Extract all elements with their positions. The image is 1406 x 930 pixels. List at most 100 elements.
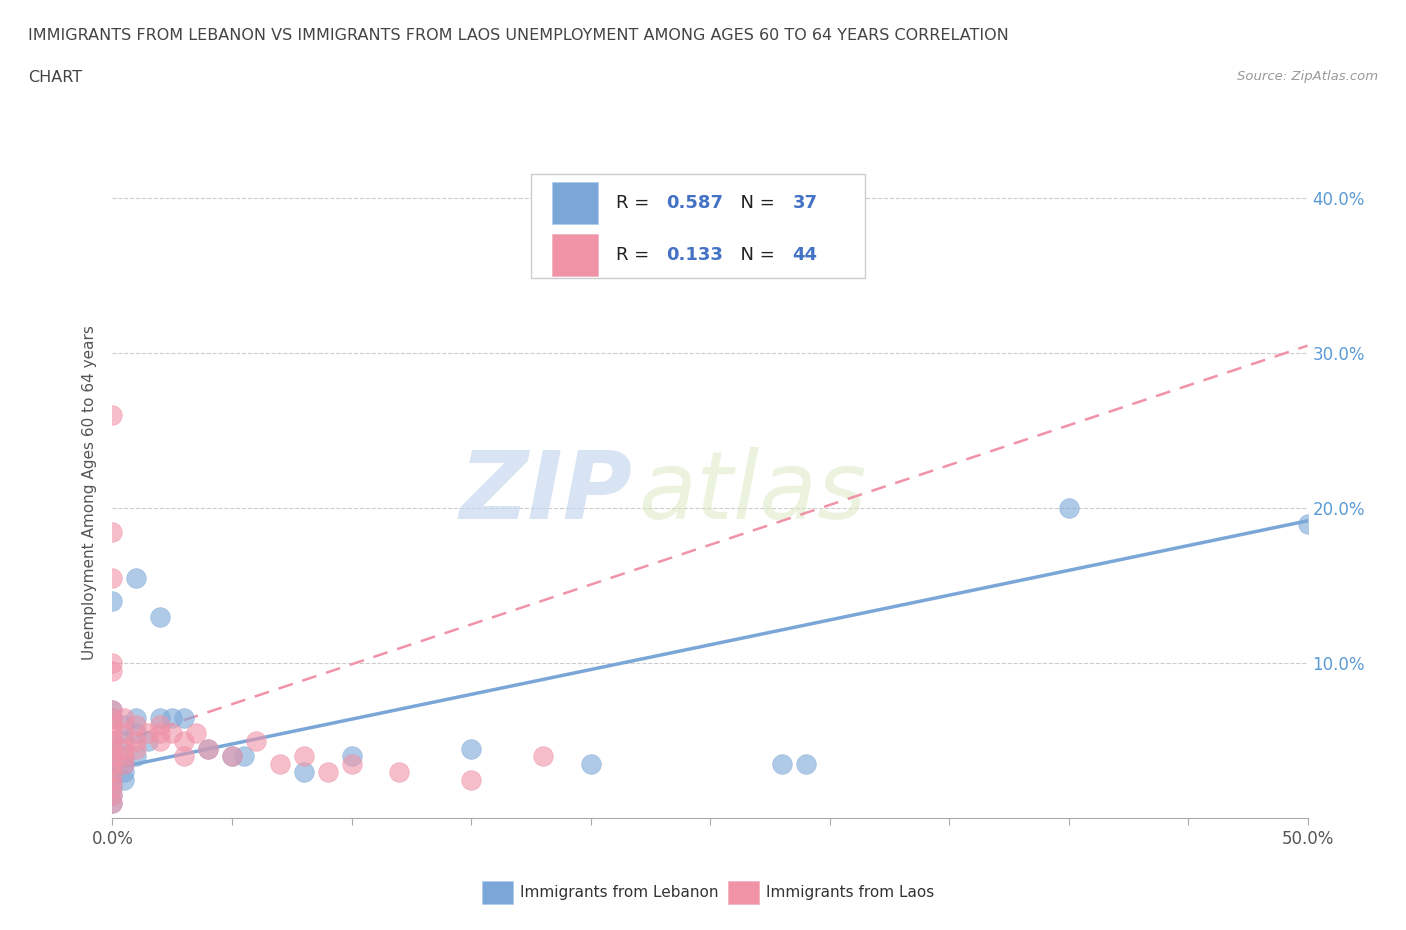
Point xyxy=(125,741,148,756)
Text: 0.587: 0.587 xyxy=(666,194,723,212)
Point xyxy=(162,725,183,740)
Point xyxy=(316,764,339,779)
Point xyxy=(101,788,124,803)
Point xyxy=(101,757,124,772)
Point xyxy=(125,718,148,733)
Point xyxy=(101,795,124,810)
Text: Immigrants from Lebanon: Immigrants from Lebanon xyxy=(520,885,718,900)
Point xyxy=(101,772,124,787)
Point xyxy=(114,764,135,779)
Point xyxy=(1296,516,1319,531)
Text: ZIP: ZIP xyxy=(460,447,633,538)
Text: R =: R = xyxy=(616,246,655,264)
Point xyxy=(114,734,135,749)
Point xyxy=(138,734,160,749)
Point xyxy=(101,795,124,810)
Point xyxy=(101,711,124,725)
Point xyxy=(101,702,124,717)
Point xyxy=(101,780,124,795)
Point xyxy=(114,757,135,772)
Text: 0.133: 0.133 xyxy=(666,246,723,264)
Point xyxy=(245,734,267,749)
Text: Immigrants from Laos: Immigrants from Laos xyxy=(766,885,935,900)
Point xyxy=(173,734,195,749)
Point xyxy=(173,749,195,764)
Point xyxy=(114,757,135,772)
Text: 37: 37 xyxy=(793,194,817,212)
Point xyxy=(101,764,124,779)
Point xyxy=(101,525,124,539)
Point xyxy=(233,749,256,764)
Point xyxy=(197,741,219,756)
Point xyxy=(340,749,363,764)
Point xyxy=(125,571,148,586)
Point xyxy=(101,749,124,764)
Point xyxy=(101,734,124,749)
Point xyxy=(579,757,602,772)
Point xyxy=(101,757,124,772)
Point xyxy=(125,711,148,725)
Point xyxy=(101,741,124,756)
Point xyxy=(221,749,243,764)
Text: 44: 44 xyxy=(793,246,817,264)
Point xyxy=(162,711,183,725)
Point xyxy=(292,749,315,764)
FancyBboxPatch shape xyxy=(553,182,598,224)
Point xyxy=(114,718,135,733)
Point xyxy=(460,741,482,756)
Point xyxy=(388,764,411,779)
Point xyxy=(197,741,219,756)
Point xyxy=(125,725,148,740)
Point xyxy=(101,571,124,586)
Point xyxy=(114,749,135,764)
Text: atlas: atlas xyxy=(638,447,866,538)
Text: N =: N = xyxy=(730,194,780,212)
Point xyxy=(125,749,148,764)
Point xyxy=(138,725,160,740)
Point xyxy=(101,788,124,803)
Point xyxy=(101,772,124,787)
Text: CHART: CHART xyxy=(28,70,82,85)
Point xyxy=(101,711,124,725)
Point xyxy=(101,656,124,671)
FancyBboxPatch shape xyxy=(531,174,866,278)
Point xyxy=(101,764,124,779)
Point xyxy=(770,757,793,772)
Point xyxy=(101,702,124,717)
Point xyxy=(460,772,482,787)
Point xyxy=(101,780,124,795)
Point xyxy=(101,734,124,749)
Point xyxy=(173,711,195,725)
Point xyxy=(101,664,124,679)
Point xyxy=(269,757,291,772)
Text: N =: N = xyxy=(730,246,780,264)
Y-axis label: Unemployment Among Ages 60 to 64 years: Unemployment Among Ages 60 to 64 years xyxy=(82,326,97,660)
Text: Source: ZipAtlas.com: Source: ZipAtlas.com xyxy=(1237,70,1378,83)
Point xyxy=(114,772,135,787)
Point xyxy=(186,725,208,740)
Point xyxy=(292,764,315,779)
Point xyxy=(101,408,124,423)
Point xyxy=(340,757,363,772)
Point xyxy=(114,741,135,756)
Point xyxy=(149,734,172,749)
Point xyxy=(114,711,135,725)
Text: R =: R = xyxy=(616,194,655,212)
Point xyxy=(531,749,554,764)
Point xyxy=(114,725,135,740)
Point xyxy=(101,749,124,764)
Point xyxy=(125,734,148,749)
Point xyxy=(149,609,172,624)
Point xyxy=(149,725,172,740)
Point xyxy=(221,749,243,764)
Point xyxy=(101,594,124,609)
FancyBboxPatch shape xyxy=(553,234,598,276)
Point xyxy=(149,711,172,725)
Point xyxy=(101,718,124,733)
Point xyxy=(1057,501,1080,516)
Point xyxy=(794,757,817,772)
Point xyxy=(101,725,124,740)
Text: IMMIGRANTS FROM LEBANON VS IMMIGRANTS FROM LAOS UNEMPLOYMENT AMONG AGES 60 TO 64: IMMIGRANTS FROM LEBANON VS IMMIGRANTS FR… xyxy=(28,28,1010,43)
Point xyxy=(114,749,135,764)
Point xyxy=(149,718,172,733)
